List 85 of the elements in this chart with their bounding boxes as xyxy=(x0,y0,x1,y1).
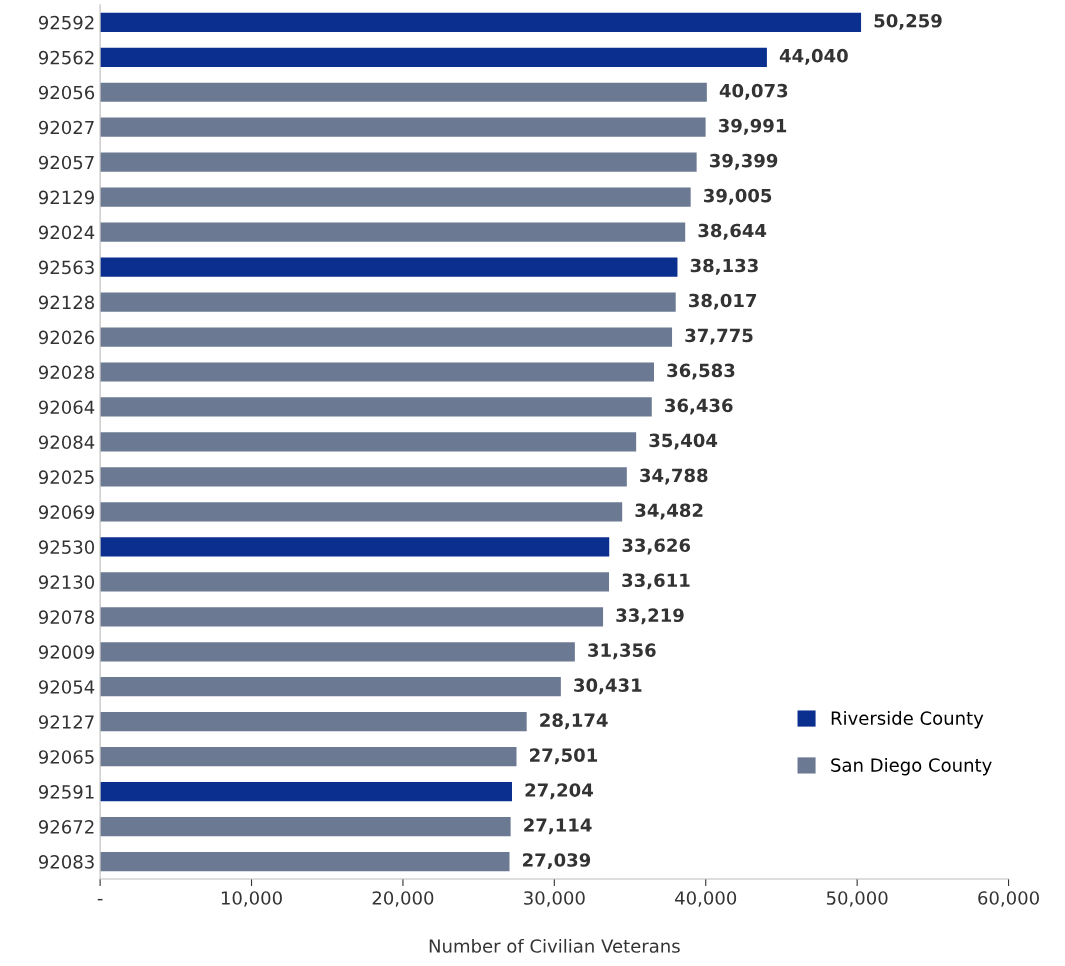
bar xyxy=(100,362,654,382)
data-label: 28,174 xyxy=(540,713,608,730)
y-tick-label: 92056 xyxy=(38,85,95,100)
y-tick-label: 92129 xyxy=(38,190,94,205)
x-tick-label: 10,000 xyxy=(221,891,282,907)
bar xyxy=(100,327,673,347)
y-tick-label: 92078 xyxy=(38,610,95,624)
bar xyxy=(100,607,604,627)
bar xyxy=(100,222,686,242)
y-tick-label: 92591 xyxy=(38,785,94,799)
data-label: 39,005 xyxy=(704,188,772,205)
y-tick-label: 92563 xyxy=(38,260,94,275)
y-tick-label: 92009 xyxy=(38,645,94,659)
data-label: 33,219 xyxy=(616,608,684,625)
data-label: 40,073 xyxy=(719,83,788,100)
bar xyxy=(100,677,561,697)
bar xyxy=(100,12,862,32)
bar xyxy=(100,47,767,67)
y-tick-label: 92025 xyxy=(38,470,94,485)
y-tick-label: 92130 xyxy=(38,575,95,589)
data-label: 38,644 xyxy=(698,223,767,240)
y-tick-label: 92065 xyxy=(38,750,94,764)
bar xyxy=(100,572,610,592)
x-tick-label: - xyxy=(97,898,103,901)
data-label: 35,404 xyxy=(649,433,718,450)
y-tick-label: 92064 xyxy=(38,400,95,415)
data-label: 27,501 xyxy=(530,748,598,765)
data-label: 38,133 xyxy=(690,258,758,275)
data-label: 50,259 xyxy=(874,13,942,30)
y-tick-label: 92127 xyxy=(38,715,94,729)
data-label: 27,039 xyxy=(523,853,591,870)
y-tick-label: 92028 xyxy=(38,365,95,380)
x-tick-label: 50,000 xyxy=(826,891,888,907)
y-tick-label: 92083 xyxy=(38,855,94,869)
bar xyxy=(100,397,652,417)
y-tick-label: 92672 xyxy=(38,820,94,834)
y-tick-label: 92024 xyxy=(38,225,95,240)
bar xyxy=(100,82,707,102)
data-label: 36,583 xyxy=(667,363,735,380)
bar xyxy=(100,747,517,767)
legend-label: San Diego County xyxy=(831,757,992,776)
y-tick-label: 92128 xyxy=(38,295,95,310)
data-label: 31,356 xyxy=(588,643,656,660)
legend-label: Riverside County xyxy=(831,711,984,729)
bar xyxy=(100,537,610,557)
x-tick-label: 20,000 xyxy=(372,891,434,907)
bar xyxy=(100,642,575,662)
data-label: 27,114 xyxy=(524,818,592,835)
y-tick-label: 92069 xyxy=(38,505,94,519)
x-tick-label: 40,000 xyxy=(675,891,737,907)
y-tick-label: 92592 xyxy=(38,15,94,30)
bar xyxy=(100,502,623,522)
bar xyxy=(100,432,637,452)
bar xyxy=(100,467,627,487)
bar xyxy=(100,782,512,802)
bar xyxy=(100,292,676,312)
bar xyxy=(100,257,678,277)
data-label: 34,788 xyxy=(640,468,708,485)
y-tick-label: 92084 xyxy=(38,435,95,450)
x-axis-title: Number of Civilian Veterans xyxy=(429,938,680,953)
data-label: 39,399 xyxy=(709,153,778,170)
bar xyxy=(100,117,706,137)
data-label: 34,482 xyxy=(635,503,703,520)
y-tick-label: 92054 xyxy=(38,680,95,694)
x-tick-label: 60,000 xyxy=(978,891,1039,907)
bar xyxy=(100,187,691,207)
y-tick-label: 92027 xyxy=(38,120,94,135)
data-label: 30,431 xyxy=(574,678,642,695)
bar xyxy=(100,816,511,837)
y-tick-label: 92057 xyxy=(38,155,94,170)
y-tick-label: 92026 xyxy=(38,330,95,345)
bar xyxy=(100,851,510,872)
x-tick-label: 30,000 xyxy=(524,891,585,907)
data-label: 39,991 xyxy=(718,118,787,135)
y-tick-label: 92530 xyxy=(38,540,95,554)
data-label: 38,017 xyxy=(689,293,757,310)
data-label: 33,611 xyxy=(622,573,690,590)
data-label: 37,775 xyxy=(685,328,753,345)
data-label: 27,204 xyxy=(525,783,593,800)
data-label: 36,436 xyxy=(665,398,733,415)
data-label: 44,040 xyxy=(779,48,848,65)
data-label: 33,626 xyxy=(622,538,691,555)
y-tick-label: 92562 xyxy=(38,50,94,65)
bar xyxy=(100,152,697,172)
bar xyxy=(100,712,527,732)
